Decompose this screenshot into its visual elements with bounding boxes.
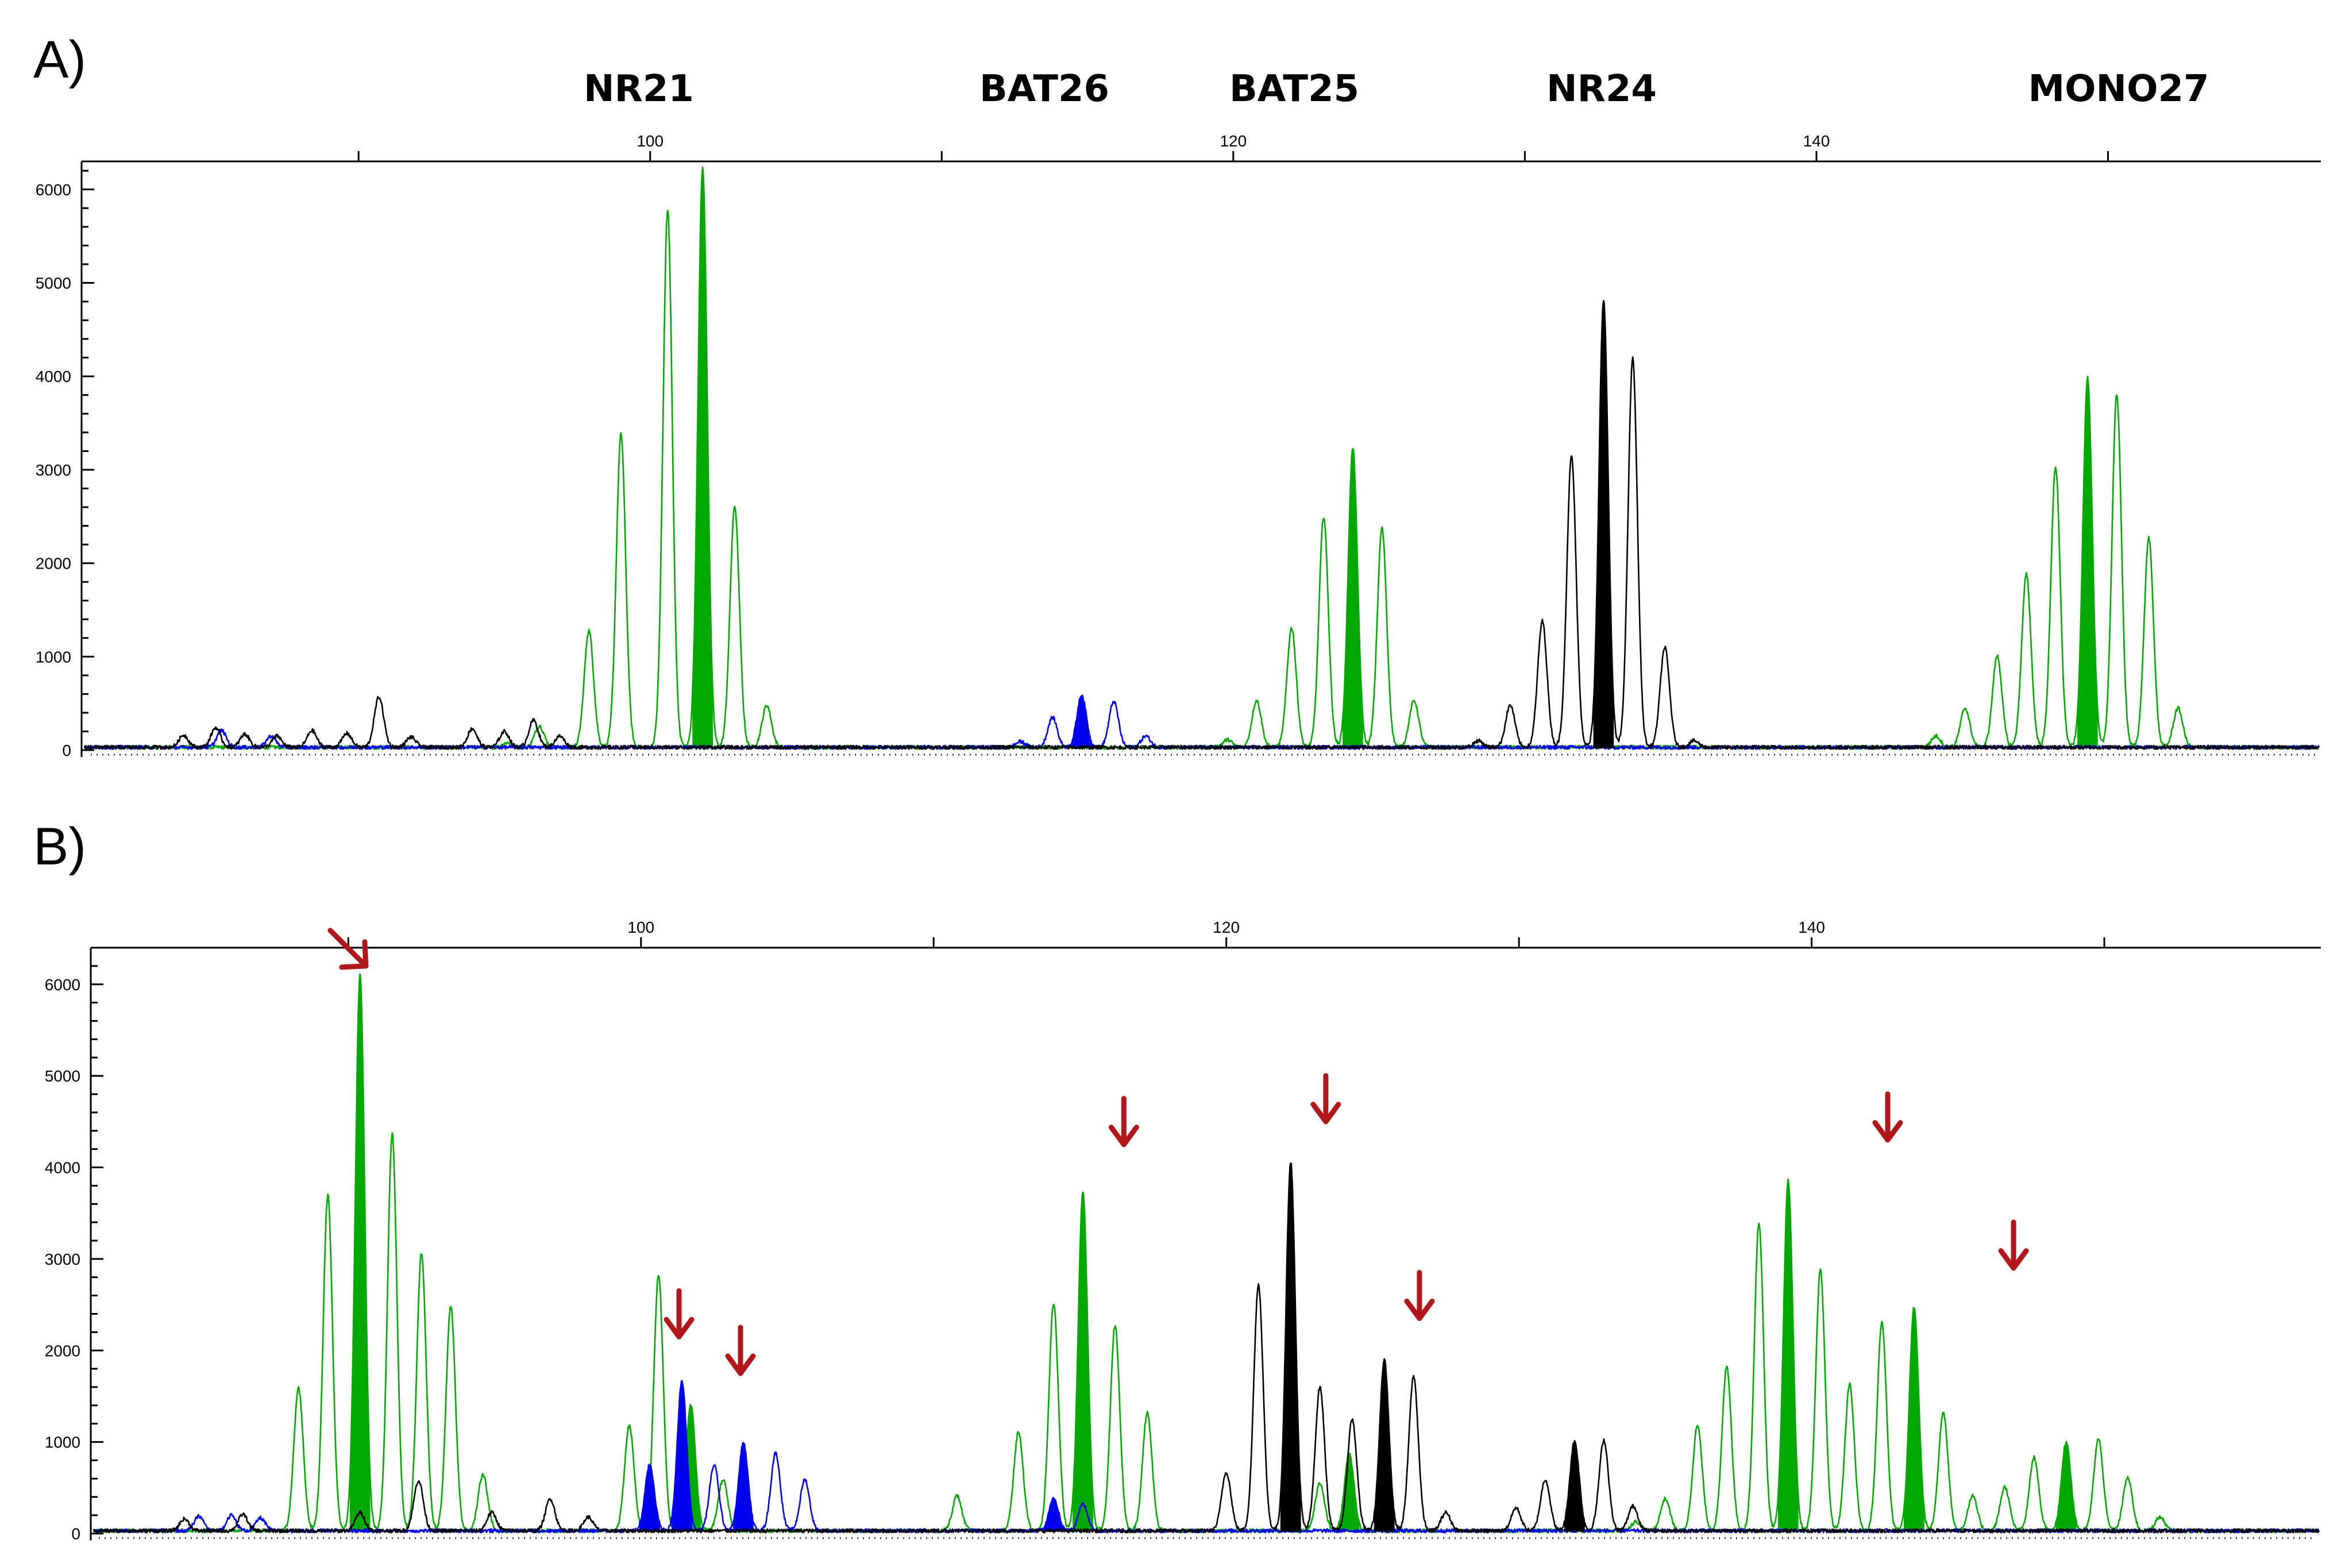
y-tick-label: 6000 [36,181,71,199]
filled-peak-blue [1043,1499,1064,1532]
marker-label-mono27: MONO27 [2028,68,2209,110]
x-tick-label: 140 [1803,132,1830,150]
y-tick-label: 1000 [45,1434,80,1451]
trace-green [93,973,2320,1534]
y-tick-label: 2000 [45,1342,80,1360]
y-tick-label: 6000 [45,976,80,994]
y-tick-label: 3000 [45,1250,80,1268]
marker-labels: NR21 BAT26 BAT25 NR24 MONO27 [584,68,2209,110]
trace-black [92,1162,2320,1534]
trace-green [83,167,2320,750]
x-tick-label: 140 [1798,918,1825,936]
filled-peak-blue [672,1381,692,1532]
y-tick-label: 4000 [36,368,71,385]
peak-arrow [1872,1091,1903,1143]
peak-arrow [1404,1269,1435,1321]
marker-label-nr24: NR24 [1546,68,1657,110]
peak-arrow [725,1324,756,1376]
marker-label-bat26: BAT26 [979,68,1109,110]
filled-peak-green [2077,377,2098,748]
filled-peak-green [1343,449,1363,748]
y-tick-label: 1000 [36,648,71,666]
y-tick-label: 0 [62,741,71,759]
y-tick-label: 0 [71,1525,80,1543]
panel-a-label: A) [33,30,86,89]
filled-peak-black [1564,1441,1585,1532]
marker-label-bat25: BAT25 [1229,68,1359,110]
filled-peak-green [1073,1192,1093,1532]
x-tick-label: 120 [1220,132,1247,150]
peak-arrow [664,1288,695,1339]
filled-peak-black [1280,1162,1301,1532]
x-tick-label: 100 [627,918,654,936]
peak-arrow [1108,1096,1139,1148]
panel-b-label: B) [33,817,86,876]
y-tick-label: 3000 [36,461,71,479]
filled-peak-black [1593,301,1614,748]
peak-arrow [327,928,369,970]
y-tick-label: 4000 [45,1159,80,1177]
x-tick-label: 120 [1213,918,1240,936]
peak-arrow [1310,1073,1341,1125]
filled-peak-green [1903,1307,1924,1532]
trace-blue [83,694,2320,750]
panel-a-plot: 100 120 140 0 1000 2000 3000 4000 5000 6000 [36,132,2321,759]
x-tick-label: 100 [637,132,664,150]
y-tick-label: 2000 [36,555,71,573]
filled-peak-green [349,975,371,1532]
trace-black [84,300,2320,750]
filled-peak-blue [733,1443,754,1532]
marker-label-nr21: NR21 [584,68,694,110]
y-tick-label: 5000 [45,1067,80,1085]
filled-peak-green [692,168,713,748]
filled-peak-black [1374,1361,1395,1532]
filled-peak-green [1777,1181,1799,1532]
y-tick-label: 5000 [36,275,71,292]
filled-peak-blue [1071,695,1092,748]
filled-peak-green [2055,1442,2077,1532]
filled-peak-blue [639,1465,660,1532]
filled-peak-green [1339,1453,1360,1532]
peak-arrow [1998,1219,2029,1271]
panel-b-plot: 100 120 140 0 1000 2000 3000 4000 5000 6000 [45,918,2321,1543]
